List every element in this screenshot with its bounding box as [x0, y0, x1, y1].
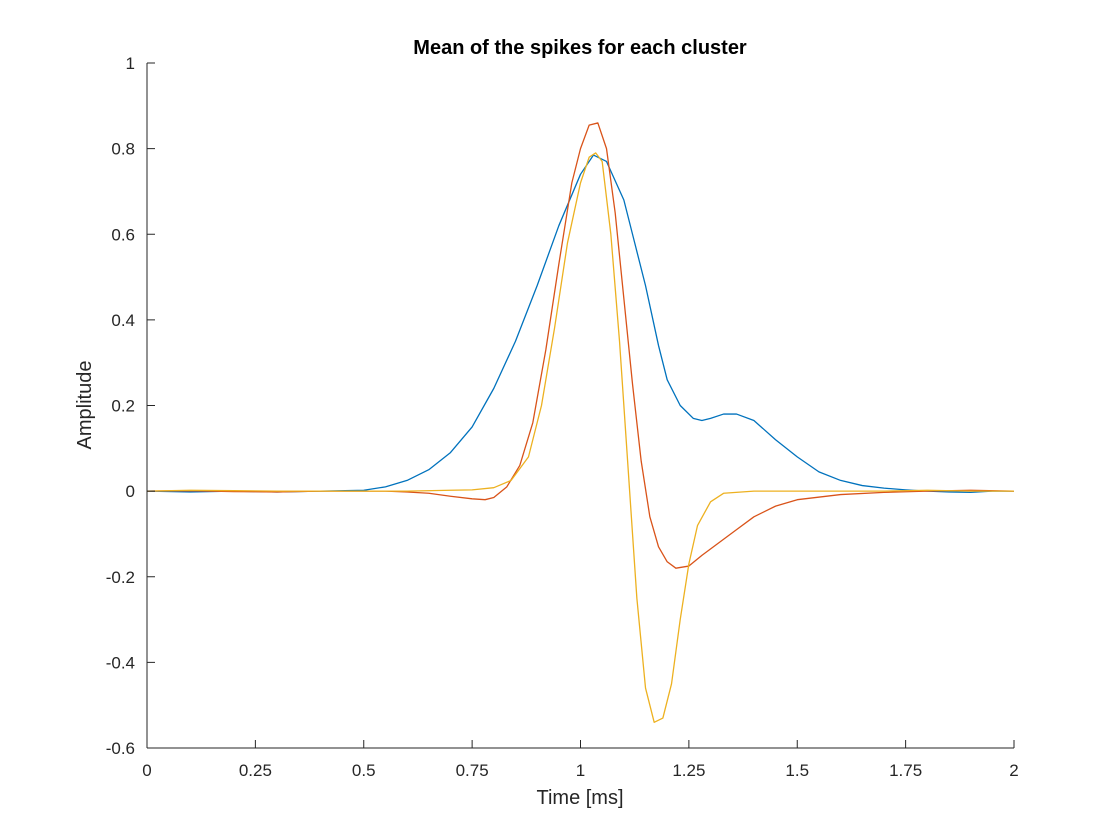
y-tick-label: -0.2	[106, 568, 135, 587]
x-tick-label: 0	[142, 761, 151, 780]
axes	[146, 63, 1014, 749]
series-lines	[146, 122, 1015, 723]
x-ticks: 0 0.25 0.5 0.75 1 1.25 1.5 1.75 2	[142, 740, 1019, 780]
x-tick-label: 0.5	[352, 761, 376, 780]
y-tick-label: 0	[126, 482, 135, 501]
y-tick-label: -0.4	[106, 653, 135, 672]
y-tick-label: 0.2	[111, 397, 135, 416]
y-tick-label: 0.8	[111, 140, 135, 159]
series-line-3	[146, 152, 1014, 723]
y-tick-label: -0.6	[106, 739, 135, 758]
x-tick-label: 1	[576, 761, 585, 780]
y-tick-label: 0.6	[111, 225, 135, 244]
x-axis-label: Time [ms]	[536, 787, 623, 809]
series-line-1	[146, 154, 1014, 494]
x-tick-label: 0.25	[239, 761, 272, 780]
series-line-2	[146, 122, 1015, 569]
x-tick-label: 0.75	[456, 761, 489, 780]
chart-title: Mean of the spikes for each cluster	[413, 37, 747, 59]
y-axis-label: Amplitude	[74, 361, 96, 450]
x-tick-label: 1.75	[889, 761, 922, 780]
y-tick-label: 0.4	[111, 311, 135, 330]
x-tick-label: 1.25	[672, 761, 705, 780]
x-tick-label: 1.5	[785, 761, 809, 780]
x-tick-label: 2	[1009, 761, 1018, 780]
y-ticks: -0.6 -0.4 -0.2 0 0.2 0.4 0.6 0.8 1	[106, 54, 155, 758]
y-tick-label: 1	[126, 54, 135, 73]
